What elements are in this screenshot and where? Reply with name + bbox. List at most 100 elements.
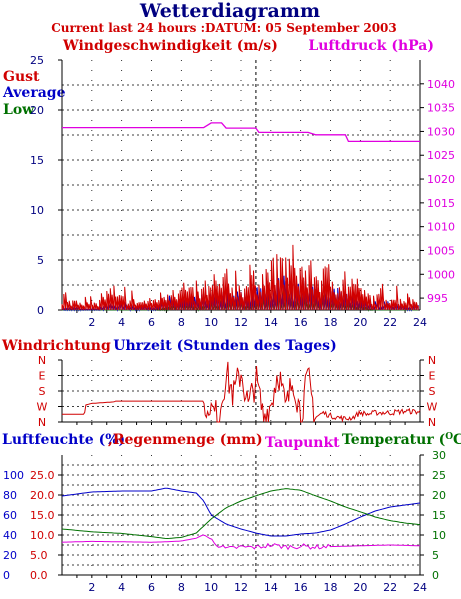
pressure-y-tick-label: 1020 xyxy=(427,173,455,186)
rain-y-tick-label: 20.0 xyxy=(30,489,55,502)
wind-x-tick-label: 6 xyxy=(148,316,155,329)
dir-y-label-left: S xyxy=(39,385,46,398)
hum-x-tick-label: 22 xyxy=(383,581,397,594)
wind-direction-series-line xyxy=(62,361,421,423)
temperature-title-unit: C) xyxy=(453,432,461,448)
temperature-y-tick-label: 30 xyxy=(432,449,446,462)
temperature-y-tick-label: 10 xyxy=(432,529,446,542)
dir-y-label-right: S xyxy=(429,385,436,398)
pressure-series-line xyxy=(62,122,420,143)
wind-y-tick-label: 5 xyxy=(37,254,44,267)
wind-x-tick-label: 24 xyxy=(413,316,427,329)
wind-x-tick-label: 22 xyxy=(383,316,397,329)
pressure-y-tick-label: 1035 xyxy=(427,102,455,115)
humidity-y-tick-label: 60 xyxy=(3,509,17,522)
hum-x-tick-label: 8 xyxy=(178,581,185,594)
wind-x-tick-label: 20 xyxy=(353,316,367,329)
series-line-luftfeuchte xyxy=(61,487,421,537)
dir-y-label-right: E xyxy=(429,370,436,383)
rain-y-tick-label: 15.0 xyxy=(30,509,55,522)
pressure-y-tick-label: 1040 xyxy=(427,78,455,91)
pressure-y-tick-label: 1025 xyxy=(427,149,455,162)
wind-chart-grid xyxy=(62,60,420,310)
pressure-y-tick-label: 995 xyxy=(427,292,448,305)
series-line-taupunkt xyxy=(61,534,421,551)
temperature-title-main: Temperatur ( xyxy=(342,432,445,448)
hum-x-tick-label: 14 xyxy=(264,581,278,594)
hum-x-tick-label: 24 xyxy=(413,581,427,594)
wind-y-tick-label: 10 xyxy=(30,204,44,217)
wind-x-tick-label: 12 xyxy=(234,316,248,329)
dir-y-label-left: W xyxy=(37,401,48,414)
dir-y-label-left: N xyxy=(38,416,46,429)
pressure-axis-title: Luftdruck (hPa) xyxy=(308,38,434,54)
hum-x-tick-label: 6 xyxy=(148,581,155,594)
humidity-y-tick-label: 0 xyxy=(3,569,10,582)
humidity-y-tick-label: 100 xyxy=(3,469,24,482)
pressure-y-tick-label: 1000 xyxy=(427,268,455,281)
wind-y-tick-label: 0 xyxy=(37,304,44,317)
wind-x-tick-label: 14 xyxy=(264,316,278,329)
hum-x-tick-label: 16 xyxy=(294,581,308,594)
hum-x-tick-label: 12 xyxy=(234,581,248,594)
temperature-y-tick-label: 5 xyxy=(432,549,439,562)
humidity-chart-series xyxy=(61,487,421,551)
wind-series-gust xyxy=(61,244,419,311)
humidity-y-tick-label: 40 xyxy=(3,529,17,542)
series-line-temperatur xyxy=(61,488,421,540)
temperature-y-tick-label: 0 xyxy=(432,569,439,582)
legend-low: Low xyxy=(3,102,35,118)
direction-chart-axes: N NW WS SE EN N xyxy=(37,354,438,429)
wind-x-tick-label: 8 xyxy=(178,316,185,329)
pressure-y-tick-label: 1010 xyxy=(427,221,455,234)
page-title: Wetterdiagramm xyxy=(139,0,320,22)
legend-gust: Gust xyxy=(3,69,40,85)
wind-x-tick-label: 2 xyxy=(88,316,95,329)
temperature-y-tick-label: 25 xyxy=(432,469,446,482)
pressure-y-tick-label: 1030 xyxy=(427,125,455,138)
hum-x-tick-label: 20 xyxy=(353,581,367,594)
direction-chart-series xyxy=(62,361,421,423)
wind-speed-axis-title: Windgeschwindigkeit (m/s) xyxy=(62,38,278,54)
dir-y-label-right: N xyxy=(428,354,436,367)
hum-x-tick-label: 4 xyxy=(118,581,125,594)
rain-title: ,Regenmenge (mm) xyxy=(108,432,263,448)
hum-x-tick-label: 2 xyxy=(88,581,95,594)
dir-y-label-right: N xyxy=(428,416,436,429)
humidity-chart-axes: 0 0.0 20 5.0 40 10.0 60 15.0 80 20.0 100 25.0 0 5 10 15… xyxy=(3,449,446,594)
wind-x-tick-label: 4 xyxy=(118,316,125,329)
wind-y-tick-label: 15 xyxy=(30,154,44,167)
legend-average: Average xyxy=(2,85,66,101)
temperature-y-tick-label: 15 xyxy=(432,509,446,522)
wind-chart-series xyxy=(61,122,420,312)
rain-y-tick-label: 25.0 xyxy=(30,469,55,482)
wind-y-tick-label: 20 xyxy=(30,104,44,117)
humidity-y-tick-label: 20 xyxy=(3,549,17,562)
humidity-title: Luftfeuchte (%) xyxy=(2,432,125,448)
wind-y-tick-label: 25 xyxy=(30,54,44,67)
humidity-y-tick-label: 80 xyxy=(3,489,17,502)
page-subtitle: Current last 24 hours :DATUM: 05 Septemb… xyxy=(51,21,397,35)
dir-y-label-left: E xyxy=(39,370,46,383)
hum-x-tick-label: 10 xyxy=(204,581,218,594)
temperature-y-tick-label: 20 xyxy=(432,489,446,502)
time-axis-title: Uhrzeit (Stunden des Tages) xyxy=(113,338,336,354)
hum-x-tick-label: 18 xyxy=(324,581,338,594)
rain-y-tick-label: 0.0 xyxy=(30,569,48,582)
wind-x-tick-label: 18 xyxy=(324,316,338,329)
rain-y-tick-label: 10.0 xyxy=(30,529,55,542)
temperature-title: Temperatur (OC) xyxy=(342,432,461,448)
wind-x-tick-label: 16 xyxy=(294,316,308,329)
dewpoint-title: Taupunkt xyxy=(265,435,340,451)
pressure-y-tick-label: 1005 xyxy=(427,244,455,257)
wind-direction-title: Windrichtung xyxy=(1,338,111,354)
temperature-title-degree: O xyxy=(445,432,453,442)
pressure-y-tick-label: 1015 xyxy=(427,197,455,210)
humidity-chart-grid xyxy=(62,455,420,575)
wind-chart-axes: 0510152025995100010051010101510201025103… xyxy=(30,54,455,329)
wind-x-tick-label: 10 xyxy=(204,316,218,329)
rain-y-tick-label: 5.0 xyxy=(30,549,48,562)
dir-y-label-left: N xyxy=(38,354,46,367)
dir-y-label-right: W xyxy=(427,401,438,414)
